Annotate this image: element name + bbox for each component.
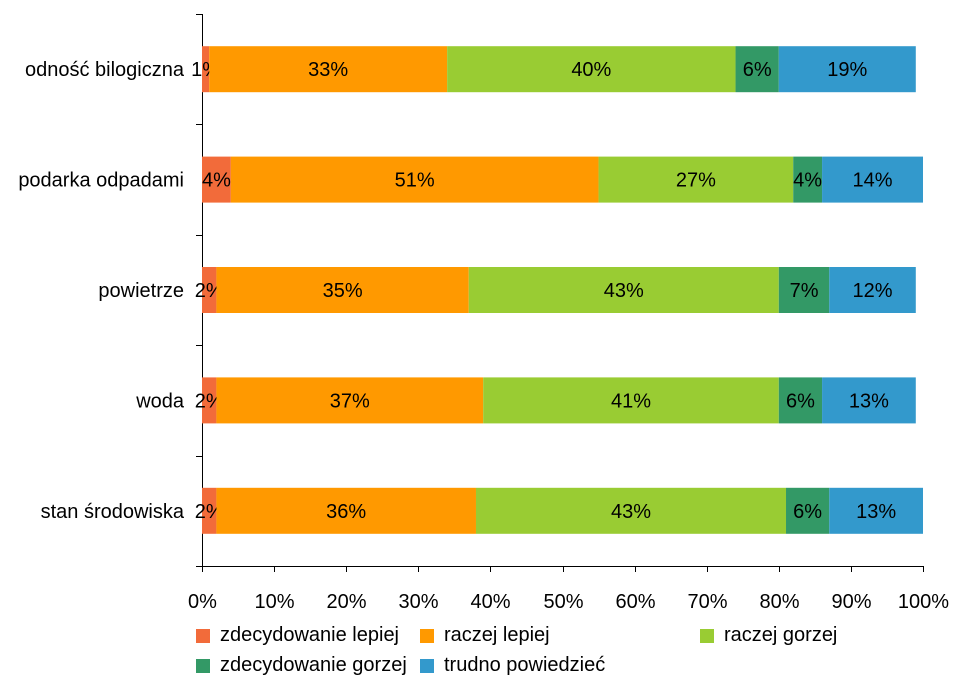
chart-legend: zdecydowanie lepiej raczej lepiej raczej… [196, 624, 936, 680]
category-label: woda [135, 390, 185, 412]
bar-segment [822, 377, 916, 424]
bar-segment [202, 487, 217, 534]
data-label: 4% [793, 170, 822, 192]
legend-item-raczej-lepiej: raczej lepiej [420, 624, 550, 647]
x-tick-label: 10% [254, 591, 294, 613]
bar-segment [475, 487, 787, 534]
data-label: 14% [853, 170, 893, 192]
legend-swatch [420, 628, 434, 643]
data-label: 7% [790, 280, 819, 302]
category-label: stan środowiska [41, 501, 185, 523]
x-tick-label: 50% [543, 591, 583, 613]
data-label: 36% [326, 501, 366, 523]
bar-segment [216, 487, 476, 534]
legend-swatch [196, 628, 210, 643]
legend-item-raczej-gorzej: raczej gorzej [700, 624, 837, 647]
legend-item-zdecydowanie-gorzej: zdecydowanie gorzej [196, 654, 407, 677]
data-label: 43% [611, 501, 651, 523]
bar-segment [216, 267, 469, 313]
bar-segment [598, 156, 794, 203]
category-label: odność bilogiczna [25, 59, 185, 81]
bar-segment [216, 377, 484, 424]
bar-segment [778, 267, 830, 313]
data-label: 40% [571, 59, 611, 81]
bar-segment [483, 377, 779, 424]
data-label: 6% [786, 390, 815, 412]
data-label: 4% [202, 170, 231, 192]
x-tick-label: 80% [759, 591, 799, 613]
legend-item-trudno-powiedziec: trudno powiedzieć [420, 654, 605, 677]
data-label: 13% [849, 390, 889, 412]
bar-segment [202, 377, 217, 424]
legend-swatch [420, 658, 434, 673]
bar-segment [829, 267, 916, 313]
bar-segment [202, 46, 210, 93]
data-label: 51% [395, 170, 435, 192]
data-label: 37% [330, 390, 370, 412]
legend-label: zdecydowanie lepiej [220, 624, 400, 646]
bar-segment [793, 156, 823, 203]
category-label: podarka odpadami [18, 170, 184, 192]
x-tick-label: 0% [188, 591, 217, 613]
bar-segment [202, 156, 231, 203]
x-tick-label: 60% [615, 591, 655, 613]
data-label: 35% [323, 280, 363, 302]
bar-segment [829, 487, 923, 534]
data-label: 13% [856, 501, 896, 523]
data-label: 33% [308, 59, 348, 81]
bar-segment [822, 156, 923, 203]
data-label: 27% [676, 170, 716, 192]
data-label: 19% [827, 59, 867, 81]
bar-segment [202, 267, 217, 313]
legend-label: zdecydowanie gorzej [220, 654, 407, 676]
bar-segment [786, 487, 830, 534]
legend-label: trudno powiedzieć [444, 654, 606, 676]
x-tick-label: 70% [687, 591, 727, 613]
category-label: powietrze [98, 280, 184, 302]
x-tick-label: 20% [326, 591, 366, 613]
bar-segment [468, 267, 779, 313]
legend-label: raczej gorzej [724, 624, 838, 646]
bar-segment [735, 46, 779, 93]
x-tick-label: 40% [470, 591, 510, 613]
legend-swatch [700, 628, 714, 643]
data-label: 41% [611, 390, 651, 412]
data-label: 6% [743, 59, 772, 81]
data-label: 6% [793, 501, 822, 523]
bar-segment [209, 46, 448, 93]
bar-segment [778, 46, 916, 93]
bar-segment [778, 377, 823, 424]
x-tick-label: 30% [398, 591, 438, 613]
x-tick-label: 90% [831, 591, 871, 613]
data-label: 43% [604, 280, 644, 302]
legend-label: raczej lepiej [444, 624, 550, 646]
legend-swatch [196, 658, 210, 673]
bar-segment [230, 156, 599, 203]
data-label: 12% [853, 280, 893, 302]
x-tick-label: 100% [898, 591, 949, 613]
bar-segment [447, 46, 736, 93]
legend-item-zdecydowanie-lepiej: zdecydowanie lepiej [196, 624, 399, 647]
